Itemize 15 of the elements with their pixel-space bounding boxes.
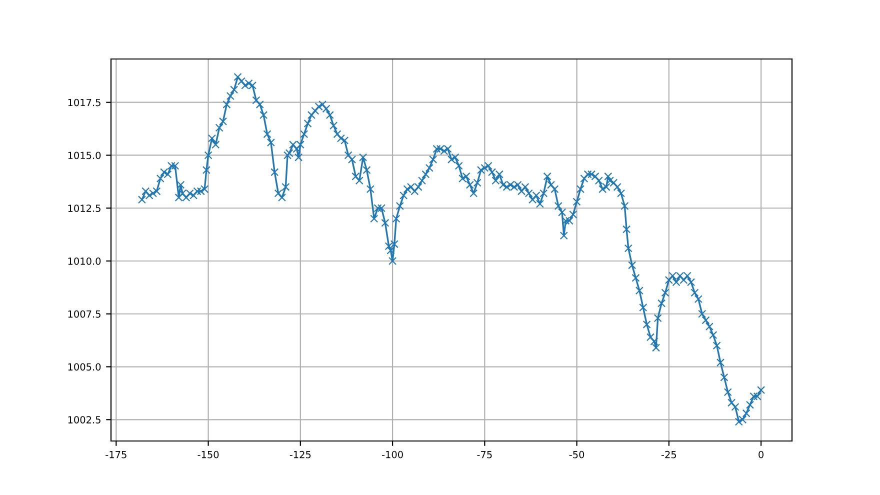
x-tick-label: -150 <box>198 450 219 458</box>
x-tick-label: -175 <box>106 451 126 458</box>
x-tick-label: -50 <box>569 450 584 458</box>
y-tick-label: 1017.5 <box>68 98 100 106</box>
y-tick-label: 1005.0 <box>68 363 101 371</box>
y-tick-label: 1007.5 <box>68 310 100 318</box>
y-tick-label: 1010.0 <box>68 257 101 265</box>
x-tick-label: 0 <box>758 450 764 458</box>
y-tick-label: 1015.0 <box>68 152 101 160</box>
y-tick-label: 1012.5 <box>68 204 100 212</box>
y-tick-label: 1002.5 <box>68 416 100 424</box>
x-tick-label: -75 <box>477 451 492 458</box>
x-tick-label: -125 <box>290 450 311 458</box>
x-tick-label: -100 <box>382 450 403 458</box>
x-tick-label: -25 <box>661 450 676 458</box>
